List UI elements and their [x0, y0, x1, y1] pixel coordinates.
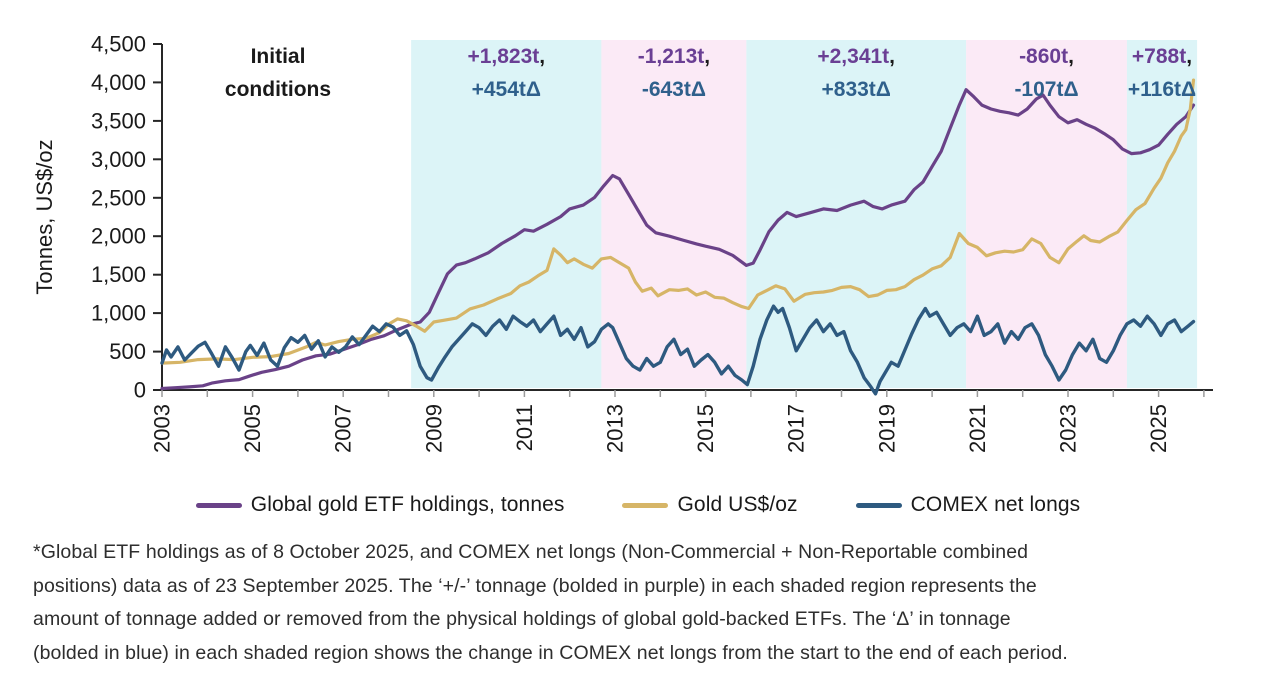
x-tick-label: 2025 [1146, 404, 1171, 453]
legend-line-swatch-icon [855, 502, 902, 508]
series-lines [160, 78, 1196, 396]
legend-item: Gold US$/oz [622, 493, 798, 517]
x-tick-label: 2021 [965, 404, 990, 453]
x-tick-label: 2003 [150, 404, 175, 453]
footnote: *Global ETF holdings as of 8 October 202… [33, 536, 1263, 670]
legend: Global gold ETF holdings, tonnes Gold US$… [0, 487, 1276, 523]
y-tick-label: 2,000 [91, 224, 146, 249]
y-tick-label: 3,000 [91, 147, 146, 172]
x-tick-label: 2015 [693, 404, 718, 453]
region-annotation-delta: +454tΔ [472, 78, 541, 101]
legend-item: COMEX net longs [855, 493, 1081, 517]
y-tick-label: 1,500 [91, 262, 146, 287]
x-tick-label: 2011 [512, 404, 537, 451]
y-tick-label: 4,000 [91, 70, 146, 95]
initial-conditions-line1: Initial [251, 45, 306, 68]
legend-line-swatch-icon [195, 502, 242, 508]
y-tick-label: 3,500 [91, 108, 146, 133]
region-pink [601, 40, 747, 388]
series-line-etf [160, 88, 1196, 391]
initial-conditions-line2: conditions [225, 78, 331, 101]
region-annotation-tonnes: +2,341t, [817, 45, 895, 68]
initial-conditions-label: Initial conditions [225, 45, 331, 101]
x-tick-label: 2013 [603, 404, 628, 453]
x-tick-label: 2023 [1056, 404, 1081, 453]
region-annotation-delta: +833tΔ [822, 78, 891, 101]
footnote-line: (bolded in blue) in each shaded region s… [33, 641, 1068, 664]
region-annotation-delta: -643tΔ [642, 78, 706, 101]
x-tick-label: 2017 [784, 404, 809, 453]
y-tick-label: 0 [134, 378, 146, 403]
y-tick-label: 1,000 [91, 301, 146, 326]
legend-item: Global gold ETF holdings, tonnes [195, 493, 565, 517]
region-annotation-tonnes: +788t, [1132, 45, 1192, 68]
footnote-line: amount of tonnage added or removed from … [33, 608, 1011, 630]
region-annotation-delta: +116tΔ [1128, 78, 1196, 101]
legend-label: Global gold ETF holdings, tonnes [250, 493, 565, 516]
region-annotation-tonnes: -860t, [1019, 45, 1074, 68]
gold-etf-chart: 0 500 1,000 1,500 2,000 2,500 3,000 3,500 4,000 4… [32, 32, 1213, 453]
series-line-comex [160, 304, 1196, 396]
x-tick-label: 2005 [240, 404, 265, 453]
y-axis-title: Tonnes, US$/oz [32, 139, 57, 294]
x-tick-label: 2009 [421, 404, 446, 453]
region-annotation-tonnes: +1,823t, [467, 45, 545, 68]
series-line-gold [160, 78, 1196, 365]
y-tick-label: 500 [109, 339, 146, 364]
axes: 0 500 1,000 1,500 2,000 2,500 3,000 3,500 4,000 4… [91, 32, 1213, 453]
y-tick-label: 2,500 [91, 185, 146, 210]
legend-label: COMEX net longs [910, 493, 1081, 516]
y-tick-label: 4,500 [91, 32, 146, 57]
x-tick-label: 2019 [874, 404, 899, 453]
region-annotations: +1,823t, +454tΔ -1,213t, -643tΔ +2,341t, +833… [467, 45, 1196, 101]
footnote-line: *Global ETF holdings as of 8 October 202… [33, 541, 1029, 563]
legend-line-swatch-icon [622, 502, 669, 508]
region-annotation-delta: -107tΔ [1014, 78, 1078, 101]
x-tick-label: 2007 [331, 404, 356, 453]
footnote-line: positions) data as of 23 September 2025.… [33, 574, 1037, 597]
legend-label: Gold US$/oz [677, 493, 798, 516]
region-annotation-tonnes: -1,213t, [638, 45, 710, 68]
